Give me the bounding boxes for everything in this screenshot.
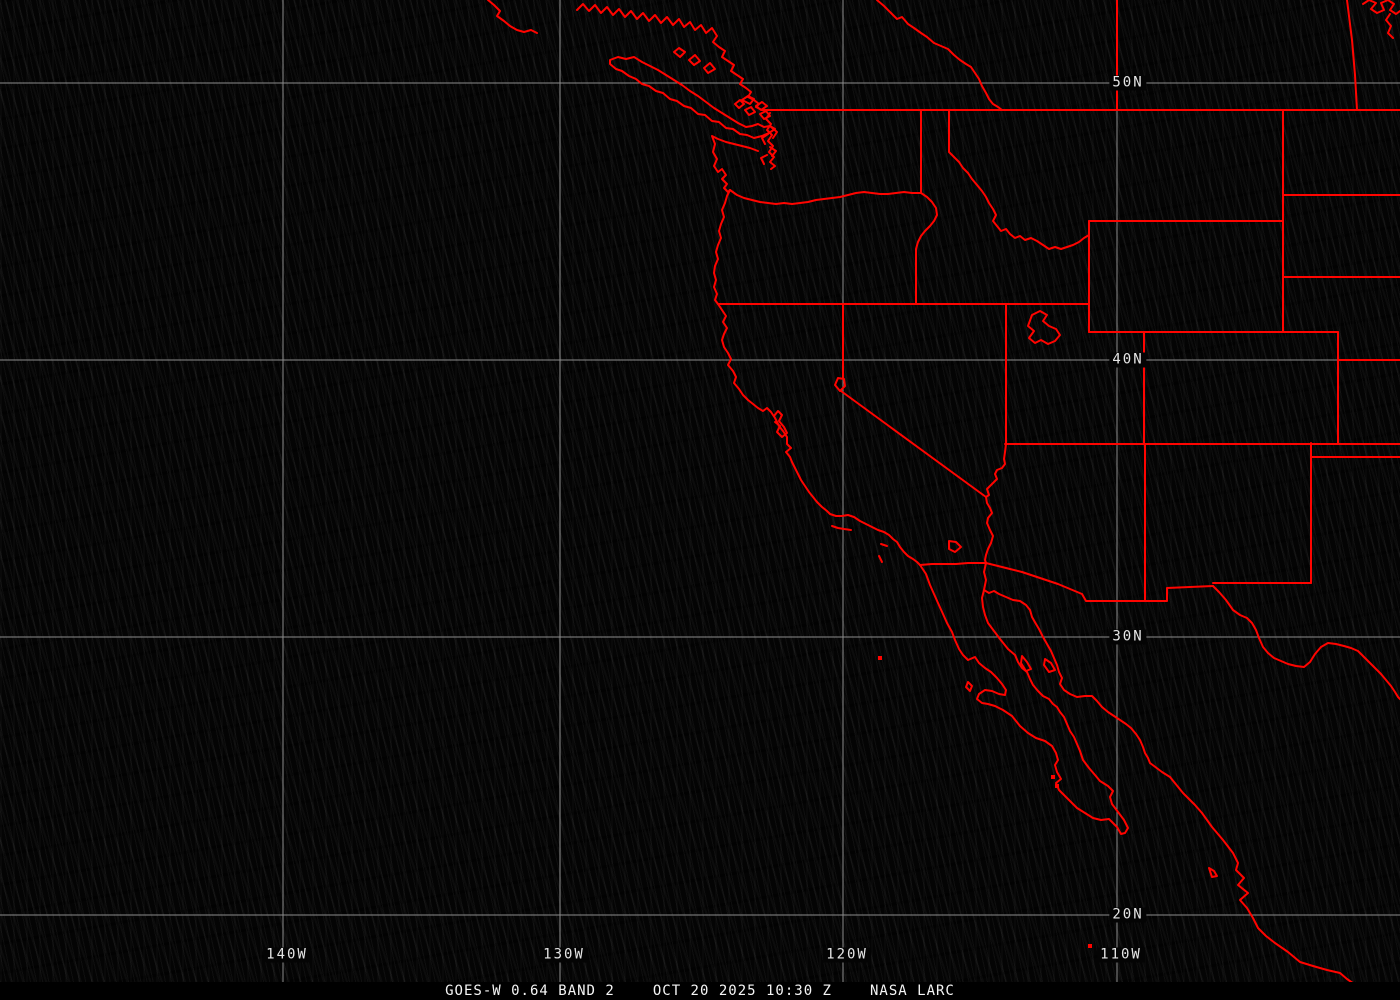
gulf-islet-b <box>1055 784 1059 788</box>
border-ca-nv-diagonal <box>840 390 987 498</box>
islands-san-juan <box>734 95 771 120</box>
island-angel-de-la-guarda <box>1020 655 1032 672</box>
coast-bc-mainland-fjords <box>576 3 768 111</box>
border-id-mt-divide <box>948 109 1090 250</box>
border-id-or-snake-river <box>915 192 938 305</box>
label-110w: 110W <box>1097 947 1145 963</box>
label-40n: 40N <box>1109 352 1147 368</box>
island-guadalupe <box>878 656 882 660</box>
geo-outlines <box>487 0 1400 994</box>
label-20n: 20N <box>1109 907 1147 923</box>
caption-timestamp: OCT 20 2025 10:30 Z <box>652 983 832 999</box>
river-rio-grande <box>1212 585 1400 700</box>
border-bc-alberta <box>876 0 1003 111</box>
border-wa-or-columbia-river <box>729 189 922 205</box>
lakes-manitoba <box>1362 0 1400 39</box>
islands-tres-marias <box>1208 867 1218 878</box>
coast-baja-california <box>919 562 1129 835</box>
lake-tahoe <box>834 377 846 392</box>
island-cedros <box>965 681 973 692</box>
islands-channel <box>831 525 888 563</box>
coast-puget-sound <box>760 112 778 170</box>
coast-sonora-sinaloa <box>983 589 1367 994</box>
coast-olympic-peninsula <box>711 135 759 193</box>
caption-product: GOES-W 0.64 BAND 2 <box>445 983 615 999</box>
lake-great-salt <box>1027 310 1061 345</box>
label-30n: 30N <box>1109 629 1147 645</box>
label-130w: 130W <box>540 947 588 963</box>
label-50n: 50N <box>1109 75 1147 91</box>
label-120w: 120W <box>823 947 871 963</box>
border-us-mexico <box>919 562 1214 602</box>
coast-california <box>717 303 921 566</box>
san-francisco-bay <box>773 410 788 438</box>
lake-salton-sea <box>948 540 962 553</box>
caption-credit: NASA LARC <box>870 983 955 999</box>
label-140w: 140W <box>263 947 311 963</box>
island-socorro <box>1088 944 1092 948</box>
caption-bar: GOES-W 0.64 BAND 2 OCT 20 2025 10:30 Z N… <box>0 982 1400 1000</box>
island-tiburon <box>1043 658 1056 673</box>
islands-discovery <box>673 47 716 74</box>
river-colorado-nv-az-ca <box>984 443 1007 564</box>
coast-oregon <box>713 189 731 305</box>
gulf-islet-a <box>1051 775 1055 779</box>
border-saskatchewan-manitoba <box>1346 0 1358 111</box>
coast-bc-fragment <box>487 0 538 34</box>
